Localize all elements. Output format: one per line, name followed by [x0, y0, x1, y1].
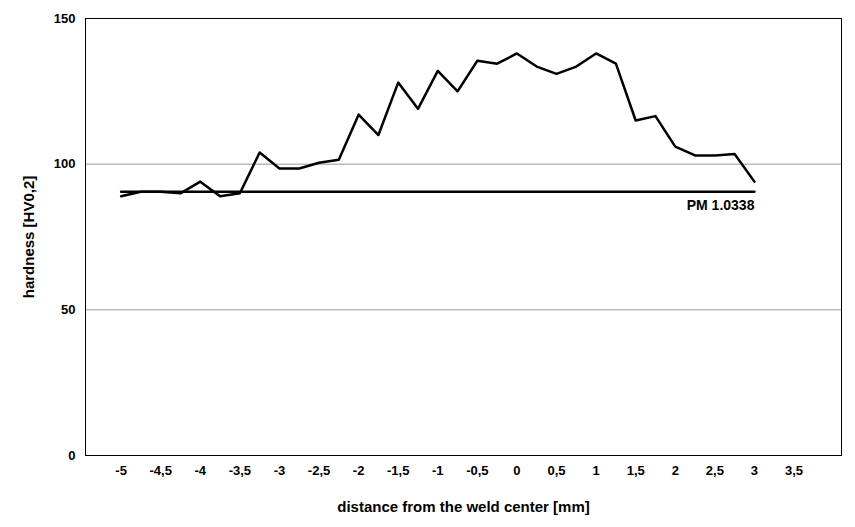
- svg-text:-1: -1: [432, 463, 444, 478]
- svg-text:-3,5: -3,5: [229, 463, 251, 478]
- svg-text:3: 3: [751, 463, 758, 478]
- svg-text:-1,5: -1,5: [387, 463, 409, 478]
- svg-text:100: 100: [54, 156, 76, 171]
- svg-text:-2,5: -2,5: [308, 463, 330, 478]
- svg-text:PM 1.0338: PM 1.0338: [687, 197, 755, 213]
- svg-text:-2: -2: [353, 463, 365, 478]
- svg-text:-4: -4: [195, 463, 207, 478]
- svg-text:0: 0: [513, 463, 520, 478]
- svg-text:-5: -5: [115, 463, 127, 478]
- svg-text:0: 0: [68, 448, 75, 463]
- svg-text:2: 2: [672, 463, 679, 478]
- svg-text:hardness [HV0,2]: hardness [HV0,2]: [20, 176, 37, 299]
- svg-text:150: 150: [54, 11, 76, 26]
- svg-text:2,5: 2,5: [706, 463, 724, 478]
- svg-text:-3: -3: [274, 463, 286, 478]
- svg-text:50: 50: [61, 302, 75, 317]
- svg-text:-4,5: -4,5: [150, 463, 172, 478]
- svg-text:1,5: 1,5: [627, 463, 645, 478]
- svg-text:0,5: 0,5: [547, 463, 565, 478]
- svg-text:1: 1: [592, 463, 599, 478]
- svg-text:distance from the weld center: distance from the weld center [mm]: [337, 498, 590, 515]
- svg-text:-0,5: -0,5: [466, 463, 488, 478]
- svg-text:3,5: 3,5: [785, 463, 803, 478]
